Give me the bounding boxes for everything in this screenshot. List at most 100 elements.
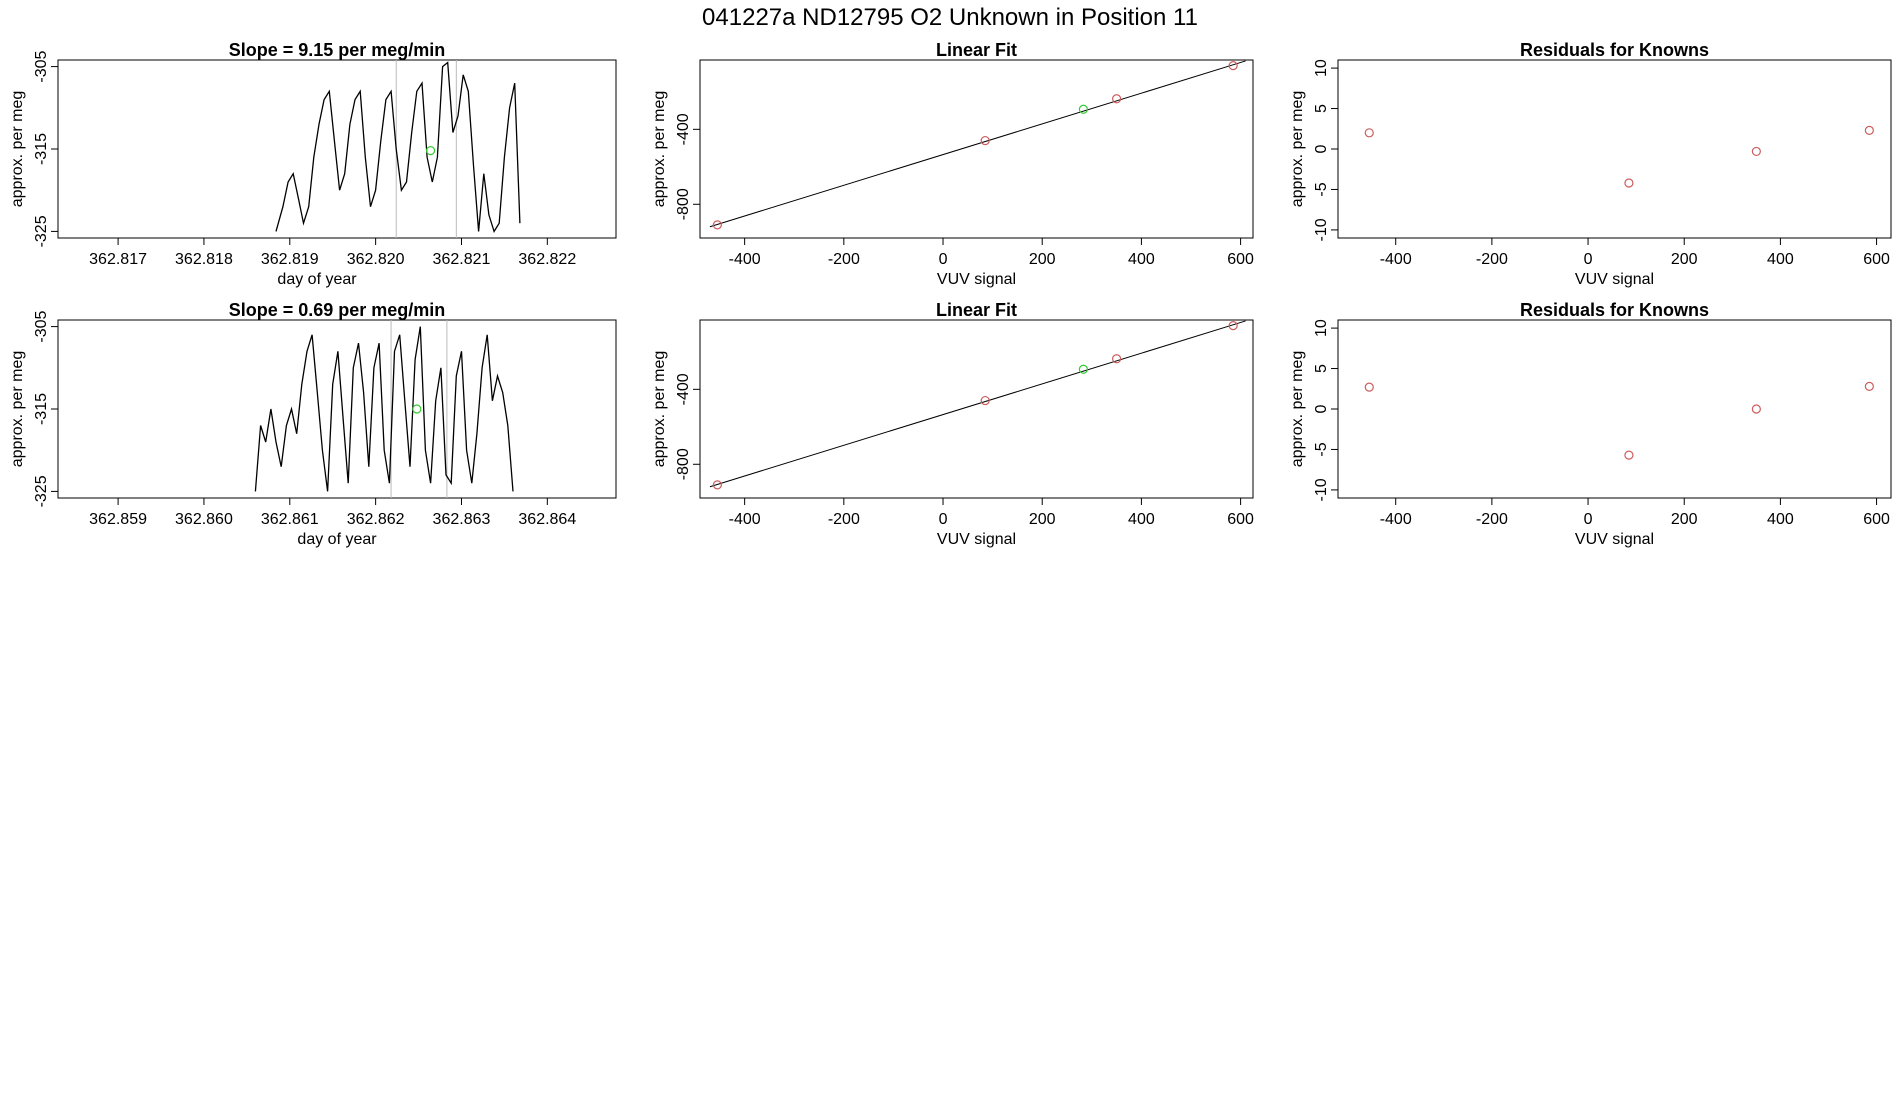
chart-panel-ts-row2: Slope = 0.69 per meg/min 362.859 362.860 36…	[9, 300, 617, 548]
x-tick-label: 362.820	[347, 251, 405, 268]
y-tick-label: -10	[1313, 478, 1330, 501]
x-axis-label: VUV signal	[1575, 271, 1654, 288]
y-tick-label: -800	[675, 448, 692, 480]
x-tick-label: 362.859	[89, 511, 147, 528]
x-tick-label: 400	[1767, 251, 1794, 268]
plot-frame	[1337, 319, 1892, 499]
plot-area	[1364, 381, 1874, 460]
x-tick-label: 362.862	[347, 511, 405, 528]
y-tick-label: -800	[675, 188, 692, 220]
known-point	[980, 395, 990, 406]
x-tick-label: -400	[1380, 511, 1412, 528]
chart-panel-fit-row2: Linear Fit -400 -200 0 200 400 600 -400 -800 VUV …	[651, 300, 1254, 548]
y-tick-label: -5	[1313, 182, 1330, 196]
x-axis-label: day of year	[297, 531, 377, 548]
x-tick-label: -400	[1380, 251, 1412, 268]
chart-panel-res-row1: Residuals for Knowns -400 -200 0 200 400 600 10…	[1289, 40, 1892, 288]
plot-frame	[699, 319, 1254, 499]
unknown-point	[1078, 104, 1088, 114]
known-point	[1112, 354, 1122, 364]
known-point	[1864, 381, 1874, 391]
x-axis-label: VUV signal	[937, 271, 1016, 288]
x-tick-label: -200	[828, 251, 860, 268]
chart-title: Residuals for Knowns	[1520, 300, 1709, 320]
y-tick-label: -5	[1313, 442, 1330, 456]
unknown-point	[1078, 364, 1088, 374]
page-title: 041227a ND12795 O2 Unknown in Position 1…	[702, 4, 1198, 31]
plot-area	[709, 320, 1246, 490]
y-axis-label: approx. per meg	[1289, 91, 1306, 208]
x-tick-label: 362.821	[433, 251, 491, 268]
x-tick-label: 0	[939, 511, 948, 528]
y-axis-label: approx. per meg	[1289, 351, 1306, 468]
plot-frame	[699, 59, 1254, 239]
y-tick-label: -400	[675, 373, 692, 405]
x-tick-label: 200	[1671, 251, 1698, 268]
x-tick-label: 400	[1767, 511, 1794, 528]
y-tick-label: -305	[33, 50, 50, 82]
y-tick-label: 5	[1313, 104, 1330, 113]
y-tick-label: -325	[33, 475, 50, 507]
known-point	[712, 480, 722, 490]
x-tick-label: 362.822	[518, 251, 576, 268]
chart-panel-res-row2: Residuals for Knowns -400 -200 0 200 400 600 10…	[1289, 300, 1892, 548]
plot-frame	[57, 319, 617, 499]
y-tick-label: 5	[1313, 364, 1330, 373]
known-point	[712, 220, 722, 230]
x-axis-label: day of year	[277, 271, 357, 288]
x-tick-label: 362.819	[261, 251, 319, 268]
chart-title: Slope = 9.15 per meg/min	[229, 40, 446, 60]
x-axis-label: VUV signal	[1575, 531, 1654, 548]
x-tick-label: 362.863	[433, 511, 491, 528]
known-point	[1364, 128, 1374, 138]
y-axis-label: approx. per meg	[651, 91, 668, 208]
x-tick-label: 200	[1029, 511, 1056, 528]
x-tick-label: 600	[1227, 511, 1254, 528]
x-tick-label: 362.818	[175, 251, 233, 268]
series-line	[275, 61, 521, 233]
x-tick-label: 600	[1863, 511, 1890, 528]
y-tick-label: -315	[33, 393, 50, 425]
y-tick-label: -315	[33, 133, 50, 165]
x-tick-label: 600	[1863, 251, 1890, 268]
y-axis-label: approx. per meg	[9, 91, 26, 208]
series-line	[254, 326, 514, 492]
plot-area	[709, 60, 1246, 230]
plot-frame	[1337, 59, 1892, 239]
x-tick-label: -200	[1476, 251, 1508, 268]
chart-title: Slope = 0.69 per meg/min	[229, 300, 446, 320]
y-axis-label: approx. per meg	[651, 351, 668, 468]
x-tick-label: 200	[1029, 251, 1056, 268]
x-tick-label: 600	[1227, 251, 1254, 268]
known-point	[1112, 94, 1122, 104]
fit-line	[709, 320, 1246, 488]
x-tick-label: -200	[828, 511, 860, 528]
x-tick-label: -400	[729, 251, 761, 268]
fit-line	[709, 60, 1246, 228]
known-point	[1364, 382, 1374, 392]
x-tick-label: 362.860	[175, 511, 233, 528]
plot-frame	[57, 59, 617, 239]
y-tick-label: 10	[1313, 59, 1330, 77]
chart-panel-ts-row1: Slope = 9.15 per meg/min 362.817 362.818 36…	[9, 40, 617, 288]
unknown-point	[412, 404, 422, 414]
x-tick-label: -400	[729, 511, 761, 528]
x-tick-label: 400	[1128, 251, 1155, 268]
y-axis-label: approx. per meg	[9, 351, 26, 468]
known-point	[1624, 450, 1634, 460]
known-point	[1751, 404, 1761, 414]
chart-panel-fit-row1: Linear Fit -400 -200 0 200 400 600 -400 -800 VUV …	[651, 40, 1254, 288]
x-tick-label: 0	[1584, 511, 1593, 528]
known-point	[980, 135, 990, 146]
plot-area	[254, 320, 514, 498]
y-tick-label: 10	[1313, 319, 1330, 337]
y-tick-label: -400	[675, 113, 692, 145]
y-tick-label: -325	[33, 215, 50, 247]
known-point	[1624, 178, 1634, 188]
known-point	[1228, 321, 1238, 331]
x-tick-label: 0	[939, 251, 948, 268]
x-axis-label: VUV signal	[937, 531, 1016, 548]
chart-title: Linear Fit	[936, 300, 1017, 320]
x-tick-label: 400	[1128, 511, 1155, 528]
